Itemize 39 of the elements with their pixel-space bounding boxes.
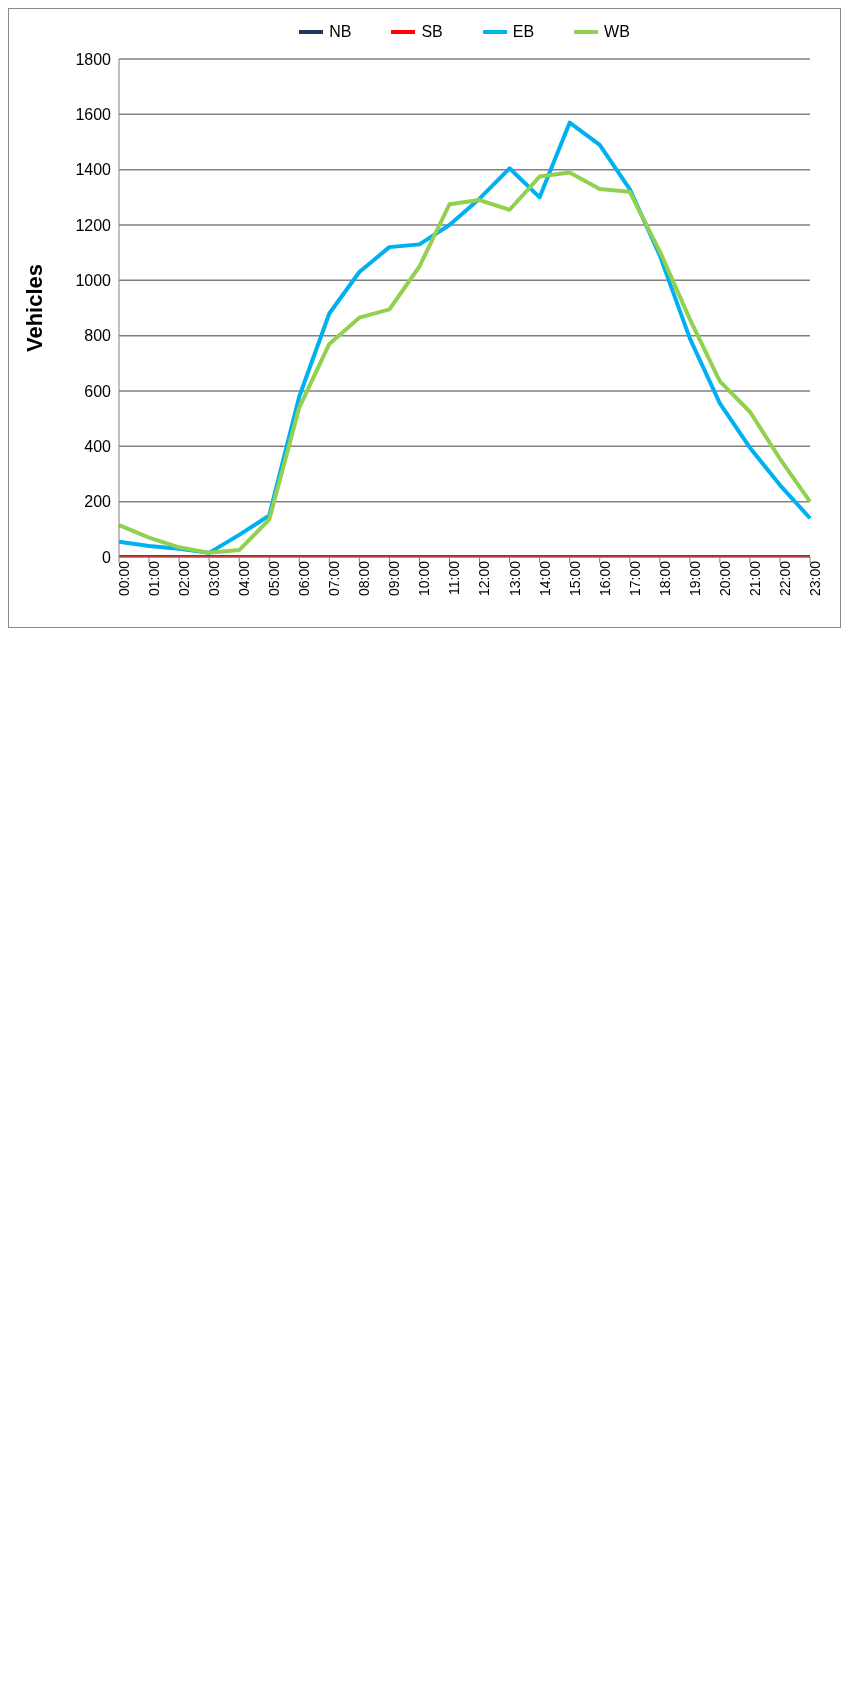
y-tick-label: 1400 <box>75 161 112 179</box>
y-tick-label: 1200 <box>75 216 112 234</box>
legend-label: NB <box>329 23 352 41</box>
x-tick-label: 19:00 <box>686 560 703 597</box>
x-tick-label: 04:00 <box>236 560 253 597</box>
x-tick-label: 10:00 <box>416 560 433 597</box>
legend-label: WB <box>604 23 630 41</box>
y-tick-label: 800 <box>84 327 112 345</box>
x-tick-label: 00:00 <box>115 560 132 597</box>
y-tick-label: 1800 <box>75 50 112 68</box>
x-tick-label: 18:00 <box>656 560 673 597</box>
y-tick-label: 1600 <box>75 106 112 124</box>
x-tick-label: 12:00 <box>476 560 493 597</box>
x-tick-label: 03:00 <box>206 560 223 597</box>
legend-label: EB <box>512 23 535 41</box>
y-tick-label: 600 <box>84 382 112 400</box>
x-tick-label: 06:00 <box>296 560 313 597</box>
y-tick-label: 200 <box>84 493 112 511</box>
x-tick-label: 09:00 <box>386 560 403 597</box>
x-tick-label: 22:00 <box>776 560 793 597</box>
y-tick-label: 0 <box>102 548 112 566</box>
x-tick-label: 07:00 <box>326 560 343 597</box>
x-tick-label: 13:00 <box>506 560 523 597</box>
x-tick-label: 16:00 <box>596 560 613 597</box>
x-tick-label: 21:00 <box>746 560 763 597</box>
x-tick-label: 14:00 <box>536 560 553 597</box>
x-tick-label: 11:00 <box>446 560 463 595</box>
legend-label: SB <box>421 23 443 41</box>
y-axis-title: Vehicles <box>21 263 47 353</box>
x-tick-label: 08:00 <box>356 560 373 597</box>
x-tick-label: 05:00 <box>266 560 283 597</box>
x-tick-label: 01:00 <box>145 560 162 597</box>
x-tick-label: 23:00 <box>806 560 823 597</box>
x-tick-label: 20:00 <box>716 560 733 597</box>
y-tick-label: 400 <box>84 438 112 456</box>
x-tick-label: 17:00 <box>626 560 643 597</box>
x-tick-label: 02:00 <box>176 560 193 597</box>
x-tick-label: 15:00 <box>566 560 583 597</box>
y-tick-label: 1000 <box>75 272 112 290</box>
